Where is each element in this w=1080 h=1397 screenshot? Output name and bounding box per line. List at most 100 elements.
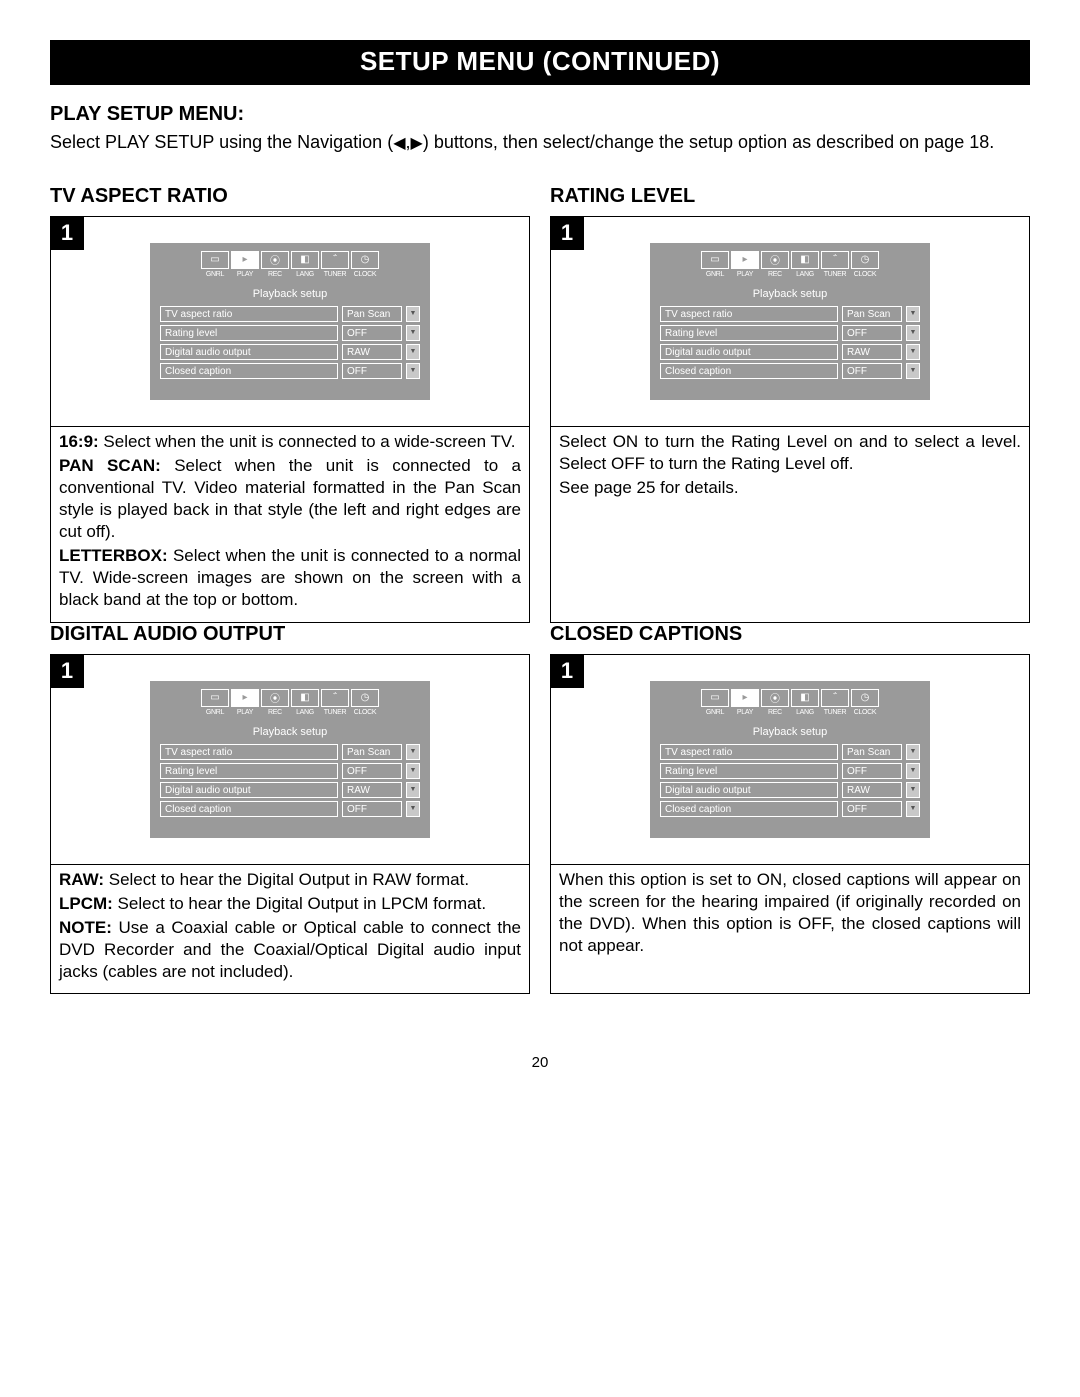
tab-rec-icon: ⦿	[761, 689, 789, 707]
osd-row-value: OFF	[342, 363, 402, 379]
osd-tab-icons: ▭ ▸ ⦿ ◧ ΅ ◷	[660, 251, 920, 269]
intro-heading: PLAY SETUP MENU:	[50, 103, 1030, 126]
sections-grid: TV ASPECT RATIO1 ▭ ▸ ⦿ ◧ ΅ ◷ GNRLPLAYREC…	[50, 185, 1030, 994]
osd-row: TV aspect ratioPan Scan▼	[660, 306, 920, 322]
tab-gnrl-icon: ▭	[701, 251, 729, 269]
description-bold: LETTERBOX:	[59, 546, 168, 565]
description-text: Select to hear the Digital Output in RAW…	[104, 870, 469, 889]
dropdown-icon: ▼	[406, 363, 420, 379]
osd-tab-label: CLOCK	[351, 709, 379, 716]
osd-tab-icons: ▭ ▸ ⦿ ◧ ΅ ◷	[160, 689, 420, 707]
description-line: See page 25 for details.	[559, 477, 1021, 499]
osd-tab-label: TUNER	[821, 709, 849, 716]
dropdown-icon: ▼	[406, 801, 420, 817]
description-text: Select ON to turn the Rating Level on an…	[559, 432, 1021, 473]
section-heading: RATING LEVEL	[550, 185, 1030, 208]
section-panel: 1 ▭ ▸ ⦿ ◧ ΅ ◷ GNRLPLAYRECLANGTUNERCLOCK …	[550, 216, 1030, 623]
osd-row-label: TV aspect ratio	[660, 744, 838, 760]
osd-row: Rating levelOFF▼	[160, 763, 420, 779]
osd-row-value: OFF	[842, 801, 902, 817]
osd-row: Closed captionOFF▼	[660, 801, 920, 817]
osd-panel-title: Playback setup	[160, 726, 420, 738]
dropdown-icon: ▼	[906, 801, 920, 817]
osd-row-label: TV aspect ratio	[160, 744, 338, 760]
osd-row: Rating levelOFF▼	[660, 325, 920, 341]
page-number: 20	[50, 1054, 1030, 1071]
section-cell: DIGITAL AUDIO OUTPUT 1 ▭ ▸ ⦿ ◧ ΅ ◷ GNRLPL…	[50, 623, 530, 994]
osd-row-value: RAW	[842, 782, 902, 798]
dropdown-icon: ▼	[406, 782, 420, 798]
description-bold: 16:9:	[59, 432, 99, 451]
osd-row: TV aspect ratioPan Scan▼	[660, 744, 920, 760]
osd-row-label: Rating level	[660, 325, 838, 341]
dropdown-icon: ▼	[406, 306, 420, 322]
osd-panel-title: Playback setup	[660, 726, 920, 738]
tab-tuner-icon: ΅	[821, 689, 849, 707]
osd-tab-label: GNRL	[201, 709, 229, 716]
page-title-bar: SETUP MENU (CONTINUED)	[50, 40, 1030, 85]
description-line: When this option is set to ON, closed ca…	[559, 869, 1021, 957]
dropdown-icon: ▼	[406, 744, 420, 760]
description-line: 16:9: Select when the unit is connected …	[59, 431, 521, 453]
intro-before: Select PLAY SETUP using the Navigation (	[50, 132, 393, 152]
osd-tab-labels-row: GNRLPLAYRECLANGTUNERCLOCK	[160, 271, 420, 278]
osd-tab-label: LANG	[791, 271, 819, 278]
description-line: PAN SCAN: Select when the unit is connec…	[59, 455, 521, 543]
osd-row-value: Pan Scan	[842, 744, 902, 760]
osd-row-value: RAW	[842, 344, 902, 360]
osd-row-value: OFF	[842, 363, 902, 379]
osd-tab-label: GNRL	[701, 709, 729, 716]
dropdown-icon: ▼	[906, 344, 920, 360]
tab-lang-icon: ◧	[291, 251, 319, 269]
osd-row-label: Closed caption	[160, 801, 338, 817]
osd-row-value: OFF	[842, 763, 902, 779]
section-heading: TV ASPECT RATIO	[50, 185, 530, 208]
osd-panel-title: Playback setup	[660, 288, 920, 300]
tab-tuner-icon: ΅	[321, 689, 349, 707]
osd-tab-label: PLAY	[731, 271, 759, 278]
description-line: RAW: Select to hear the Digital Output i…	[59, 869, 521, 891]
tab-gnrl-icon: ▭	[701, 689, 729, 707]
tab-clock-icon: ◷	[351, 251, 379, 269]
section-panel: 1 ▭ ▸ ⦿ ◧ ΅ ◷ GNRLPLAYRECLANGTUNERCLOCK …	[550, 654, 1030, 994]
osd-row: TV aspect ratioPan Scan▼	[160, 306, 420, 322]
osd-row-value: RAW	[342, 782, 402, 798]
section-cell: RATING LEVEL 1 ▭ ▸ ⦿ ◧ ΅ ◷ GNRLPLAYRECLAN…	[550, 185, 1030, 623]
osd-row-value: Pan Scan	[342, 306, 402, 322]
osd-row-label: Rating level	[160, 763, 338, 779]
description-line: LETTERBOX: Select when the unit is conne…	[59, 545, 521, 611]
osd-row-label: TV aspect ratio	[660, 306, 838, 322]
osd-tab-label: REC	[761, 271, 789, 278]
osd-tab-icons: ▭ ▸ ⦿ ◧ ΅ ◷	[160, 251, 420, 269]
osd-row: Rating levelOFF▼	[660, 763, 920, 779]
tab-lang-icon: ◧	[791, 689, 819, 707]
tab-gnrl-icon: ▭	[201, 689, 229, 707]
osd-row-label: Digital audio output	[660, 782, 838, 798]
tab-tuner-icon: ΅	[821, 251, 849, 269]
osd-tab-labels-row: GNRLPLAYRECLANGTUNERCLOCK	[660, 271, 920, 278]
step-badge: 1	[50, 216, 84, 250]
osd-tab-label: GNRL	[701, 271, 729, 278]
osd-row-value: OFF	[342, 801, 402, 817]
tab-clock-icon: ◷	[851, 251, 879, 269]
tab-play-icon: ▸	[731, 251, 759, 269]
tab-tuner-icon: ΅	[321, 251, 349, 269]
tab-clock-icon: ◷	[351, 689, 379, 707]
dropdown-icon: ▼	[906, 782, 920, 798]
step-badge: 1	[50, 654, 84, 688]
osd-tab-labels-row: GNRLPLAYRECLANGTUNERCLOCK	[160, 709, 420, 716]
dropdown-icon: ▼	[906, 306, 920, 322]
osd-row: Closed captionOFF▼	[160, 363, 420, 379]
osd-tab-label: PLAY	[231, 709, 259, 716]
description-bold: NOTE:	[59, 918, 112, 937]
dropdown-icon: ▼	[906, 744, 920, 760]
osd-tab-label: TUNER	[821, 271, 849, 278]
section-heading: DIGITAL AUDIO OUTPUT	[50, 623, 530, 646]
osd-row-label: Rating level	[660, 763, 838, 779]
right-arrow-icon: ▶	[411, 135, 423, 152]
tab-clock-icon: ◷	[851, 689, 879, 707]
description-text: Select to hear the Digital Output in LPC…	[113, 894, 486, 913]
osd-panel-title: Playback setup	[160, 288, 420, 300]
tab-rec-icon: ⦿	[261, 251, 289, 269]
description-text: Use a Coaxial cable or Optical cable to …	[59, 918, 521, 981]
